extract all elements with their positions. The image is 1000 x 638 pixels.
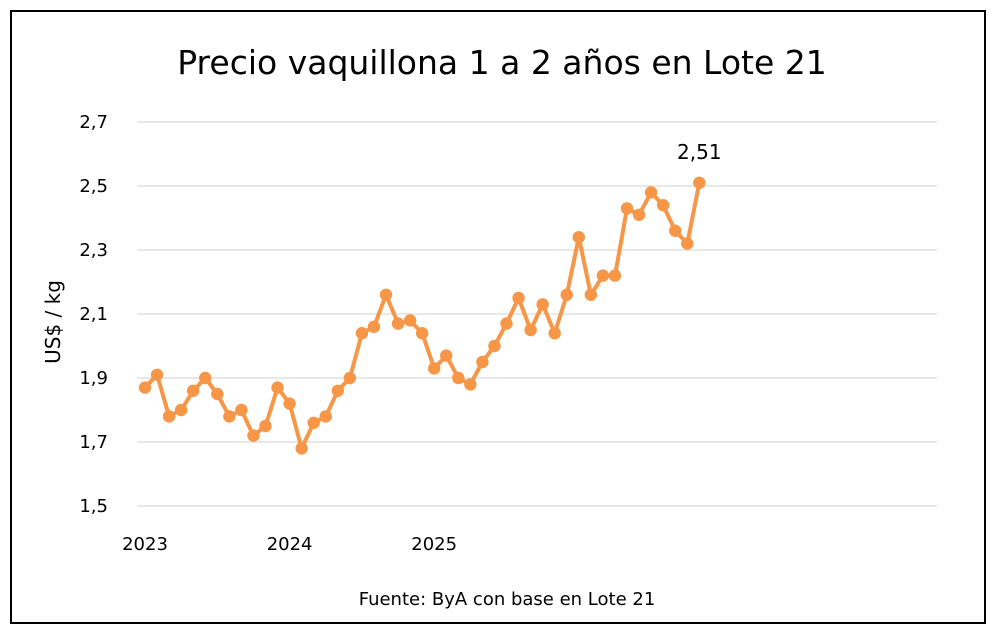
data-point xyxy=(174,403,188,417)
data-point xyxy=(693,176,706,189)
data-point xyxy=(199,371,212,385)
data-point xyxy=(138,381,152,394)
y-axis-ticks: 1,5 1,7 1,9 2,1 2,3 2,5 2,7 xyxy=(79,112,108,517)
chart-frame: Precio vaquillona 1 a 2 años en Lote 21 … xyxy=(10,10,986,624)
data-point xyxy=(307,416,320,429)
y-tick-label: 2,3 xyxy=(79,240,108,261)
x-tick-label: 2025 xyxy=(411,534,457,555)
data-point xyxy=(452,371,465,385)
gridlines xyxy=(137,121,937,507)
data-point xyxy=(415,327,429,340)
data-point xyxy=(259,419,272,433)
data-point xyxy=(669,224,682,237)
data-point xyxy=(440,349,453,362)
data-point xyxy=(331,384,344,397)
data-point xyxy=(681,237,694,250)
data-point xyxy=(584,288,598,301)
data-point xyxy=(560,288,573,301)
data-point xyxy=(656,199,670,212)
y-tick-label: 2,7 xyxy=(79,112,108,133)
data-point xyxy=(379,288,393,301)
data-point xyxy=(632,208,646,221)
series-line xyxy=(143,180,702,451)
data-point xyxy=(536,298,549,311)
data-point xyxy=(476,355,489,369)
data-point xyxy=(247,429,260,442)
chart-source: Fuente: ByA con base en Lote 21 xyxy=(359,589,656,610)
data-point xyxy=(608,269,622,282)
chart-title: Precio vaquillona 1 a 2 años en Lote 21 xyxy=(177,43,827,82)
data-point xyxy=(428,362,441,375)
x-axis-ticks: 2023 2024 2025 xyxy=(122,534,457,555)
y-tick-label: 1,9 xyxy=(79,368,108,389)
data-point xyxy=(162,410,176,423)
data-point xyxy=(644,186,658,199)
data-point xyxy=(403,314,417,327)
x-tick-label: 2023 xyxy=(122,534,168,555)
data-point xyxy=(548,327,561,340)
series-group xyxy=(138,176,706,455)
data-point xyxy=(391,317,405,330)
data-point xyxy=(223,410,236,423)
data-point xyxy=(319,410,332,423)
data-point xyxy=(283,397,296,410)
data-point xyxy=(187,384,200,397)
data-point xyxy=(343,371,357,385)
data-point xyxy=(524,323,537,337)
y-axis-title: US$ / kg xyxy=(41,280,65,364)
line-chart: Precio vaquillona 1 a 2 años en Lote 21 … xyxy=(41,43,937,610)
data-point xyxy=(295,442,308,455)
data-point xyxy=(464,378,477,391)
data-point xyxy=(235,403,248,417)
last-value-label: 2,51 xyxy=(677,140,722,164)
data-point xyxy=(488,339,501,353)
data-point xyxy=(512,291,525,305)
data-point xyxy=(367,320,381,333)
data-point xyxy=(271,381,284,394)
data-point xyxy=(572,231,585,244)
data-point xyxy=(355,327,369,340)
data-point xyxy=(500,317,513,330)
data-point xyxy=(211,387,224,401)
y-tick-label: 1,5 xyxy=(79,496,108,517)
y-tick-label: 1,7 xyxy=(79,432,108,453)
y-tick-label: 2,1 xyxy=(79,304,108,325)
data-point xyxy=(150,368,164,381)
data-point xyxy=(620,202,634,215)
data-point xyxy=(596,269,610,282)
x-tick-label: 2024 xyxy=(267,534,313,555)
y-tick-label: 2,5 xyxy=(79,176,108,197)
